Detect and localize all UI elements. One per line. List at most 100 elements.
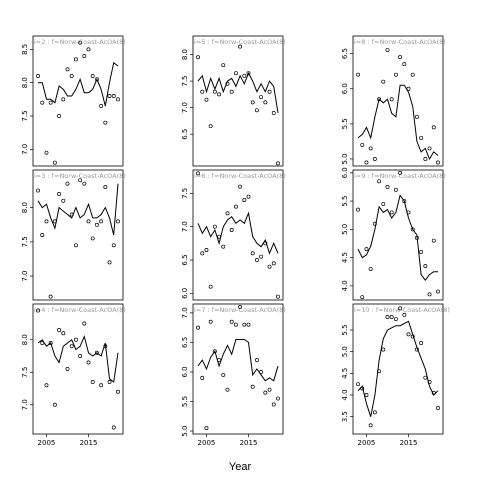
panel-label: i=8 : f=Norw-Coast-AcOA(8) [354, 38, 446, 46]
data-point [254, 358, 259, 363]
data-point [61, 97, 66, 102]
data-point [368, 423, 373, 428]
data-point [423, 264, 428, 269]
x-tick-label: 2015 [400, 439, 418, 447]
data-point [69, 74, 74, 78]
data-point [78, 178, 83, 183]
panel-frame [352, 303, 444, 435]
data-point [419, 250, 424, 254]
panel-frame [192, 169, 284, 301]
y-tick-label: 7.0 [21, 270, 29, 281]
y-tick-label: 6.0 [181, 366, 189, 377]
y-tick-label: 4.0 [341, 389, 349, 400]
panel-frame [32, 303, 124, 435]
data-point [116, 389, 120, 394]
panel-label: i=7 : f=Norw-Coast-AcOA(8) [194, 306, 286, 314]
data-point [82, 321, 87, 326]
data-point [82, 181, 87, 186]
data-point [238, 44, 243, 49]
data-point [48, 100, 53, 105]
y-tick-label: 8.5 [21, 44, 29, 55]
data-point [414, 114, 419, 119]
y-tick-label: 4.5 [341, 368, 349, 379]
data-point [267, 264, 272, 269]
y-tick-label: 6.0 [341, 83, 349, 94]
data-point [419, 341, 424, 345]
data-point [377, 369, 382, 374]
y-tick-label: 5.0 [341, 224, 349, 235]
data-point [212, 349, 217, 354]
data-point [263, 390, 268, 395]
y-tick-label: 6.5 [341, 48, 349, 59]
data-point [246, 322, 251, 327]
data-point [356, 207, 360, 212]
y-tick-label: 6.5 [181, 337, 189, 348]
data-point [398, 55, 403, 60]
y-tick-label: 7.0 [181, 307, 189, 318]
series-line [197, 211, 279, 255]
data-point [217, 92, 222, 97]
data-point [259, 95, 264, 99]
panel-label: i=6 : f=Norw-Coast-AcOA(8) [194, 172, 286, 180]
data-point [69, 344, 74, 349]
data-point [389, 210, 394, 215]
data-point [229, 89, 234, 94]
data-point [82, 54, 87, 58]
x-tick-label: 2005 [38, 439, 56, 447]
data-point [107, 380, 112, 384]
data-point [377, 97, 382, 102]
data-point [208, 319, 213, 324]
data-point [419, 135, 424, 140]
data-point [372, 410, 377, 415]
data-point [107, 260, 112, 265]
panel-frame [32, 169, 124, 301]
data-point [414, 235, 419, 240]
data-point [250, 251, 255, 256]
data-point [52, 402, 57, 407]
y-tick-label: 6.0 [341, 167, 349, 178]
data-point [356, 382, 360, 387]
data-point [436, 160, 440, 165]
panel: i=7 : f=Norw-Coast-AcOA(8) 5.0 5.5 6.0 6.5 7.… [181, 303, 286, 447]
data-point [423, 157, 428, 161]
data-point [65, 67, 70, 72]
panel-label: i=10 : f=Norw-Coast-AcOA(8) [354, 306, 450, 314]
data-point [73, 243, 78, 248]
data-point [90, 74, 95, 78]
data-point [356, 72, 360, 77]
y-tick-label: 7.0 [181, 221, 189, 232]
data-point [402, 312, 407, 317]
data-point [99, 383, 104, 388]
data-point [263, 241, 268, 246]
data-point [86, 219, 91, 224]
panel: i=2 : f=Norw-Coast-AcOA(8) 7.0 7.5 8.0 8.5 [21, 35, 126, 167]
data-point [259, 254, 264, 259]
y-tick-label: 7.5 [21, 236, 29, 247]
data-point [52, 219, 57, 224]
data-point [246, 71, 251, 76]
y-tick-label: 6.5 [181, 129, 189, 140]
series-line [197, 339, 279, 382]
series-line [37, 334, 119, 383]
y-tick-label: 7.0 [21, 399, 29, 410]
data-point [427, 380, 432, 384]
data-point [377, 179, 382, 184]
data-point [368, 266, 373, 271]
data-point [406, 86, 411, 91]
data-point [233, 71, 238, 76]
data-point [65, 181, 70, 186]
data-point [107, 94, 112, 98]
series-line [197, 71, 279, 113]
data-point [78, 354, 83, 358]
panel: i=3 : f=Norw-Coast-AcOA(8) 7.0 7.5 8.0 [21, 169, 126, 301]
data-point [48, 341, 53, 345]
data-point [103, 185, 108, 190]
data-point [208, 284, 213, 289]
data-point [44, 219, 49, 224]
data-point [381, 201, 386, 206]
data-point [372, 157, 377, 161]
data-point [212, 224, 217, 229]
data-point [116, 219, 120, 224]
data-point [431, 238, 436, 243]
y-tick-label: 8.0 [181, 49, 189, 60]
